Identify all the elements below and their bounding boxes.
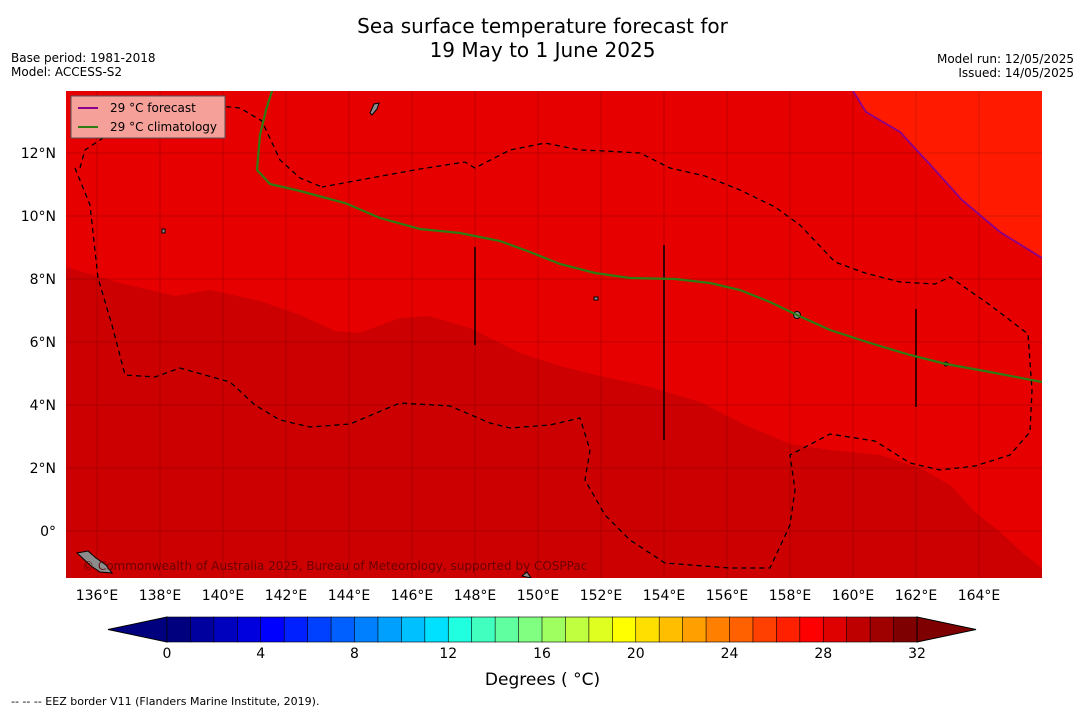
issued-date: Issued: 14/05/2025 — [958, 66, 1074, 80]
colorbar-segment — [424, 616, 450, 643]
lon-tick-label: 142°E — [265, 588, 308, 604]
colorbar-segment — [799, 616, 825, 643]
legend-box — [70, 95, 226, 139]
lon-tick-label: 164°E — [958, 588, 1001, 604]
colorbar-segment — [330, 616, 356, 643]
colorbar-tick-label: 32 — [908, 646, 926, 662]
colorbar-segment — [237, 616, 262, 643]
colorbar-segment — [588, 616, 614, 643]
island-marker — [593, 296, 599, 301]
island-marker — [161, 228, 166, 234]
lon-tick-label: 160°E — [832, 588, 875, 604]
contour-29-forecast — [852, 91, 1042, 259]
colorbar-tick-label: 0 — [163, 646, 172, 662]
run-info: Model run: 12/05/2025 Issued: 14/05/2025 — [937, 52, 1074, 80]
colorbar-tick-labels: 0 4 8 12 16 20 24 28 32 — [163, 646, 926, 662]
colorbar-segment — [776, 616, 801, 643]
lon-tick-label: 162°E — [895, 588, 938, 604]
copyright-notice: © Commonwealth of Australia 2025, Bureau… — [82, 559, 587, 573]
colorbar-segment — [893, 616, 918, 643]
legend-climatology-label: 29 °C climatology — [110, 120, 217, 134]
colorbar-segment — [354, 616, 379, 643]
colorbar-tick-label: 4 — [256, 646, 265, 662]
colorbar-tick-label: 8 — [350, 646, 359, 662]
map-legend: 29 °C forecast 29 °C climatology — [70, 95, 226, 139]
colorbar-segment — [635, 616, 660, 643]
colorbar-tick-label: 28 — [814, 646, 832, 662]
model-info: Base period: 1981-2018 Model: ACCESS-S2 — [11, 51, 156, 79]
colorbar-segment — [447, 616, 473, 643]
lon-tick-label: 154°E — [643, 588, 686, 604]
latitude-tick-labels: 12°N 10°N 8°N 6°N 4°N 2°N 0° — [21, 146, 56, 540]
lon-tick-label: 150°E — [517, 588, 560, 604]
lat-tick-label: 10°N — [21, 209, 56, 225]
island-marker — [369, 102, 380, 116]
colorbar-segment — [518, 616, 543, 643]
colorbar-segment — [307, 616, 332, 643]
colorbar-segment — [471, 616, 496, 643]
colorbar-segment — [682, 616, 707, 643]
lat-tick-label: 4°N — [30, 398, 56, 414]
colorbar-tick-label: 12 — [439, 646, 457, 662]
colorbar-tick-label: 16 — [533, 646, 551, 662]
model-run-date: Model run: 12/05/2025 — [936, 52, 1074, 66]
colorbar-tick-label: 20 — [627, 646, 645, 662]
island-marker — [75, 550, 114, 574]
lon-tick-label: 148°E — [454, 588, 497, 604]
colorbar-segment — [260, 616, 285, 643]
title-line-2: 19 May to 1 June 2025 — [429, 38, 656, 62]
lat-tick-label: 6°N — [30, 335, 56, 351]
sst-band-29 — [853, 91, 1042, 258]
eez-footnote: -- -- -- EEZ border V11 (Flanders Marine… — [11, 695, 320, 708]
sst-field: © Commonwealth of Australia 2025, Bureau… — [66, 91, 1042, 578]
colorbar-segment — [822, 616, 848, 643]
lon-tick-label: 158°E — [769, 588, 812, 604]
colorbar-segment — [612, 616, 637, 643]
colorbar-segment — [283, 616, 309, 643]
title-line-1: Sea surface temperature forecast for — [357, 14, 728, 38]
lat-tick-label: 0° — [40, 524, 56, 540]
sst-band-31 — [66, 267, 1042, 578]
colorbar-segment — [213, 616, 239, 643]
lat-tick-label: 12°N — [21, 146, 56, 162]
contour-29-climatology — [255, 91, 1042, 384]
colorbar-segment — [729, 616, 754, 643]
colorbar-segment — [869, 616, 895, 643]
colorbar-segment — [658, 616, 684, 643]
lat-tick-label: 2°N — [30, 461, 56, 477]
lon-tick-label: 156°E — [706, 588, 749, 604]
colorbar-segment — [752, 616, 778, 643]
lon-tick-label: 138°E — [139, 588, 182, 604]
colorbar-segment — [377, 616, 403, 643]
colorbar-segment — [401, 616, 426, 643]
colorbar-segment — [494, 616, 520, 643]
grid-artifacts — [474, 245, 917, 440]
lon-tick-label: 146°E — [391, 588, 434, 604]
lon-tick-label: 144°E — [328, 588, 371, 604]
lon-tick-label: 140°E — [202, 588, 245, 604]
colorbar-segment — [705, 616, 731, 643]
colorbar-tick-label: 24 — [721, 646, 739, 662]
colorbar-label: Degrees ( °C) — [484, 670, 601, 690]
base-period: Base period: 1981-2018 — [11, 51, 156, 65]
colorbar-over-arrow — [916, 616, 977, 643]
model-name: Model: ACCESS-S2 — [11, 65, 123, 79]
lat-tick-label: 8°N — [30, 272, 56, 288]
colorbar-segment — [565, 616, 590, 643]
lon-tick-label: 152°E — [580, 588, 623, 604]
colorbar — [107, 616, 977, 643]
colorbar-segment — [846, 616, 871, 643]
chart-title: Sea surface temperature forecast for 19 … — [0, 14, 1085, 62]
legend-forecast-label: 29 °C forecast — [110, 101, 196, 115]
colorbar-under-arrow — [107, 616, 168, 643]
colorbar-segment — [166, 616, 192, 643]
colorbar-segment — [190, 616, 215, 643]
island-marker — [520, 571, 532, 578]
colorbar-segment — [541, 616, 567, 643]
longitude-tick-labels: 136°E 138°E 140°E 142°E 144°E 146°E 148°E 150°E… — [76, 588, 1001, 604]
lon-tick-label: 136°E — [76, 588, 119, 604]
